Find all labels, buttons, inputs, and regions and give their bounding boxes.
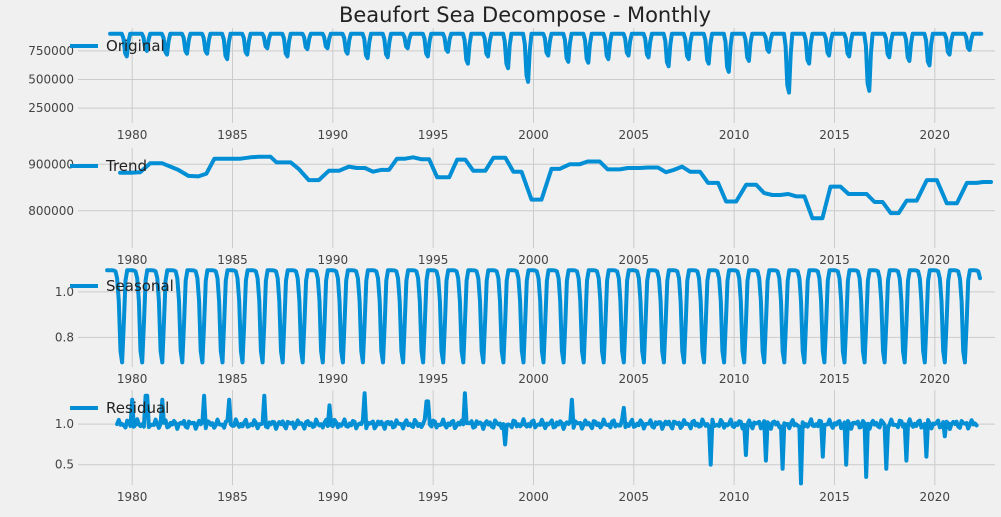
y-tick-label: 1.0 [55,417,74,431]
legend-label: Residual [106,399,169,417]
x-tick-label: 1990 [318,372,349,386]
x-tick-label: 1995 [418,128,449,142]
series-line-seasonal [105,268,982,365]
panel-residual: 1980 1985 1990 1995 2000 2005 2010 2015 2020 0.5 1… [55,390,995,504]
legend-label: Seasonal [106,277,174,295]
series-line-trend [118,154,993,221]
series-line-original [108,31,984,95]
panel-trend: 1980 1985 1990 1995 2000 2005 2010 2015 2020 8000… [28,148,995,267]
x-tick-label: 1985 [217,490,248,504]
x-tick-label: 2000 [518,128,549,142]
x-tick-label: 1980 [117,372,148,386]
chart-title: Beaufort Sea Decompose - Monthly [339,3,711,27]
x-tick-label: 1980 [117,128,148,142]
x-tick-label: 2020 [920,490,951,504]
x-tick-label: 2005 [619,490,650,504]
legend-label: Original [106,37,165,55]
x-tick-label: 2020 [920,372,951,386]
x-tick-label: 1980 [117,490,148,504]
x-tick-label: 2010 [719,253,750,267]
x-tick-label: 2010 [719,372,750,386]
x-tick-label: 2015 [819,128,850,142]
y-tick-label: 250000 [28,101,74,115]
panel-seasonal: 1980 1985 1990 1995 2000 2005 2010 2015 2020 0.8 1… [55,268,995,386]
x-tick-label: 1980 [117,253,148,267]
x-tick-label: 1985 [217,253,248,267]
y-tick-label: 500000 [28,73,74,87]
x-tick-label: 1990 [318,490,349,504]
y-tick-label: 900000 [28,157,74,171]
x-tick-label: 1990 [318,253,349,267]
y-tick-label: 800000 [28,204,74,218]
x-tick-label: 2005 [619,128,650,142]
y-tick-label: 750000 [28,44,74,58]
panel-original: 1980 1985 1990 1995 2000 2005 2010 2015 2020 2500… [28,28,995,142]
x-tick-label: 2000 [518,372,549,386]
x-tick-label: 2020 [920,128,951,142]
x-tick-label: 2015 [819,253,850,267]
y-tick-label: 0.8 [55,330,74,344]
x-tick-label: 1995 [418,490,449,504]
x-tick-label: 2015 [819,372,850,386]
x-tick-label: 2005 [619,372,650,386]
x-tick-label: 2010 [719,490,750,504]
y-tick-label: 1.0 [55,285,74,299]
x-tick-label: 1995 [418,253,449,267]
x-tick-label: 2000 [518,490,549,504]
series-line-residual [115,391,979,486]
x-tick-label: 2015 [819,490,850,504]
x-tick-label: 2000 [518,253,549,267]
x-tick-label: 1985 [217,372,248,386]
x-tick-label: 1985 [217,128,248,142]
x-tick-label: 2005 [619,253,650,267]
x-tick-label: 2010 [719,128,750,142]
x-tick-label: 1990 [318,128,349,142]
x-tick-label: 2020 [920,253,951,267]
y-tick-label: 0.5 [55,458,74,472]
legend-label: Trend [105,157,147,175]
x-tick-label: 1995 [418,372,449,386]
